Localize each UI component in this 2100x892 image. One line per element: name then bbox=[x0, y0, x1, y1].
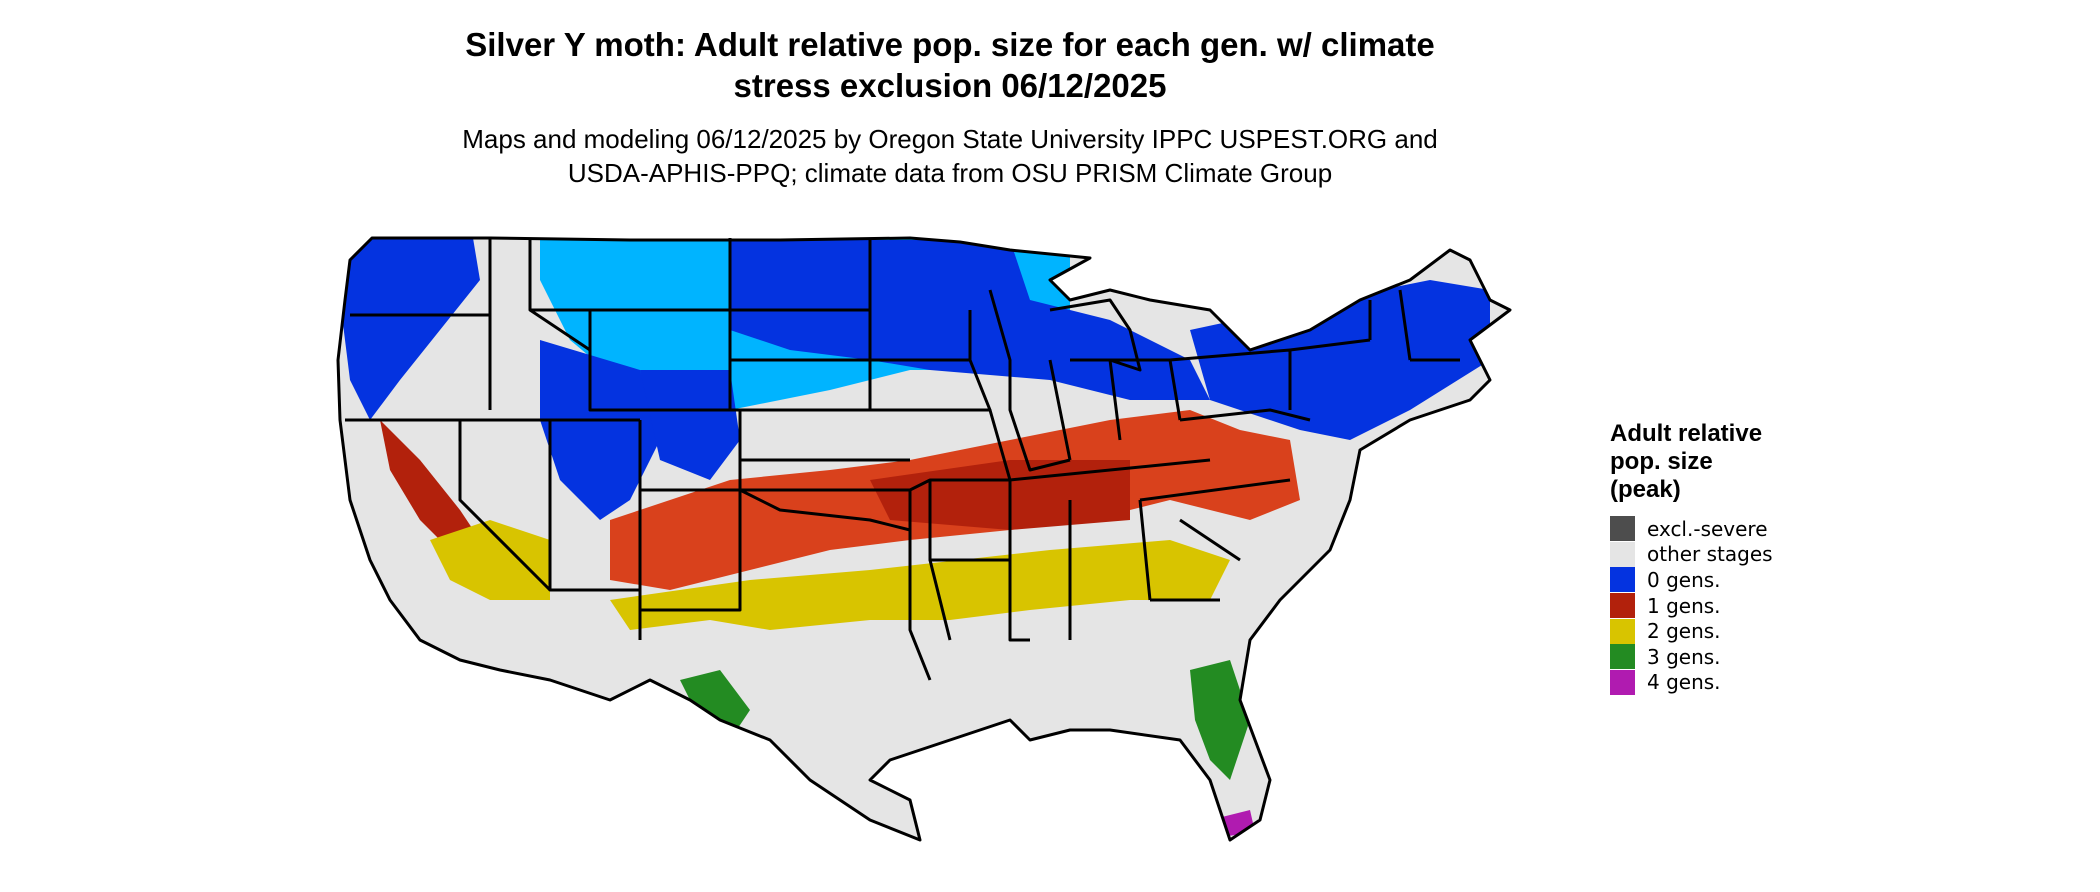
legend-item-other-stages: other stages bbox=[1610, 541, 1773, 568]
two-gens-gulf-area bbox=[610, 540, 1230, 630]
legend-item-4-gens: 4 gens. bbox=[1610, 669, 1773, 696]
legend-label: 2 gens. bbox=[1647, 619, 1721, 644]
us-outline bbox=[336, 236, 1512, 842]
border-co bbox=[640, 408, 742, 492]
border-ky-tn bbox=[1009, 458, 1211, 482]
map-subtitle-line-1: Maps and modeling 06/12/2025 by Oregon S… bbox=[462, 124, 1438, 154]
legend-swatch bbox=[1610, 669, 1635, 695]
zero-gens-pacific-nw-area bbox=[340, 238, 480, 420]
map-title: Silver Y moth: Adult relative pop. size … bbox=[0, 24, 1900, 106]
legend-title-line-1: Adult relative bbox=[1610, 420, 1763, 447]
map-legend: Adult relative pop. size (peak) excl.-se… bbox=[1610, 420, 1773, 695]
map-subtitle-line-2: USDA-APHIS-PPQ; climate data from OSU PR… bbox=[567, 158, 1333, 188]
legend-title: Adult relative pop. size (peak) bbox=[1610, 420, 1773, 504]
legend-swatch bbox=[1610, 516, 1635, 542]
state-borders bbox=[336, 236, 1512, 842]
zero-gens-rockies-area bbox=[540, 340, 660, 520]
legend-swatch bbox=[1610, 567, 1635, 593]
border-mn-ia bbox=[870, 310, 992, 411]
legend-title-line-2: pop. size bbox=[1610, 448, 1713, 475]
border-al-ga bbox=[1068, 499, 1220, 640]
border-dakotas bbox=[728, 238, 872, 410]
legend-label: 3 gens. bbox=[1647, 644, 1721, 669]
one-gen-tennessee-area bbox=[870, 460, 1130, 530]
three-gens-south-texas-area bbox=[680, 670, 750, 740]
border-tx bbox=[739, 488, 932, 681]
legend-title-line-3: (peak) bbox=[1610, 476, 1681, 503]
border-ca-nv bbox=[458, 420, 552, 592]
zero-gens-colorado-area bbox=[640, 370, 740, 480]
legend-item-1-gens: 1 gens. bbox=[1610, 593, 1773, 619]
legend-swatch bbox=[1610, 541, 1635, 567]
map-title-line-1: Silver Y moth: Adult relative pop. size … bbox=[465, 26, 1435, 63]
map-fill-layer bbox=[338, 238, 1510, 840]
border-new-england bbox=[1289, 289, 1460, 362]
legend-item-3-gens: 3 gens. bbox=[1610, 644, 1773, 670]
one-gen-california-area bbox=[380, 420, 480, 560]
legend-label: excl.-severe bbox=[1647, 516, 1768, 541]
border-michigan bbox=[1049, 298, 1142, 372]
legend-item-0-gens: 0 gens. bbox=[1610, 567, 1773, 593]
legend-label: 0 gens. bbox=[1647, 567, 1721, 592]
legend-swatch bbox=[1610, 618, 1635, 644]
legend-swatch bbox=[1610, 593, 1635, 619]
legend-item-excl-severe: excl.-severe bbox=[1610, 516, 1773, 542]
border-carolinas bbox=[1139, 478, 1291, 562]
us-population-map bbox=[336, 236, 1512, 842]
map-title-line-2: stress exclusion 06/12/2025 bbox=[733, 67, 1167, 104]
border-wi-il bbox=[988, 289, 1071, 472]
legend-label: 1 gens. bbox=[1647, 593, 1721, 618]
legend-label: 4 gens. bbox=[1647, 670, 1721, 695]
legend-swatch bbox=[1610, 644, 1635, 670]
border-nm-tx bbox=[640, 490, 742, 612]
two-gens-southwest-area bbox=[430, 520, 550, 600]
map-subtitle: Maps and modeling 06/12/2025 by Oregon S… bbox=[0, 122, 1900, 190]
legend-item-2-gens: 2 gens. bbox=[1610, 618, 1773, 644]
three-gens-florida-area bbox=[1190, 660, 1250, 780]
legend-label: other stages bbox=[1647, 542, 1773, 567]
